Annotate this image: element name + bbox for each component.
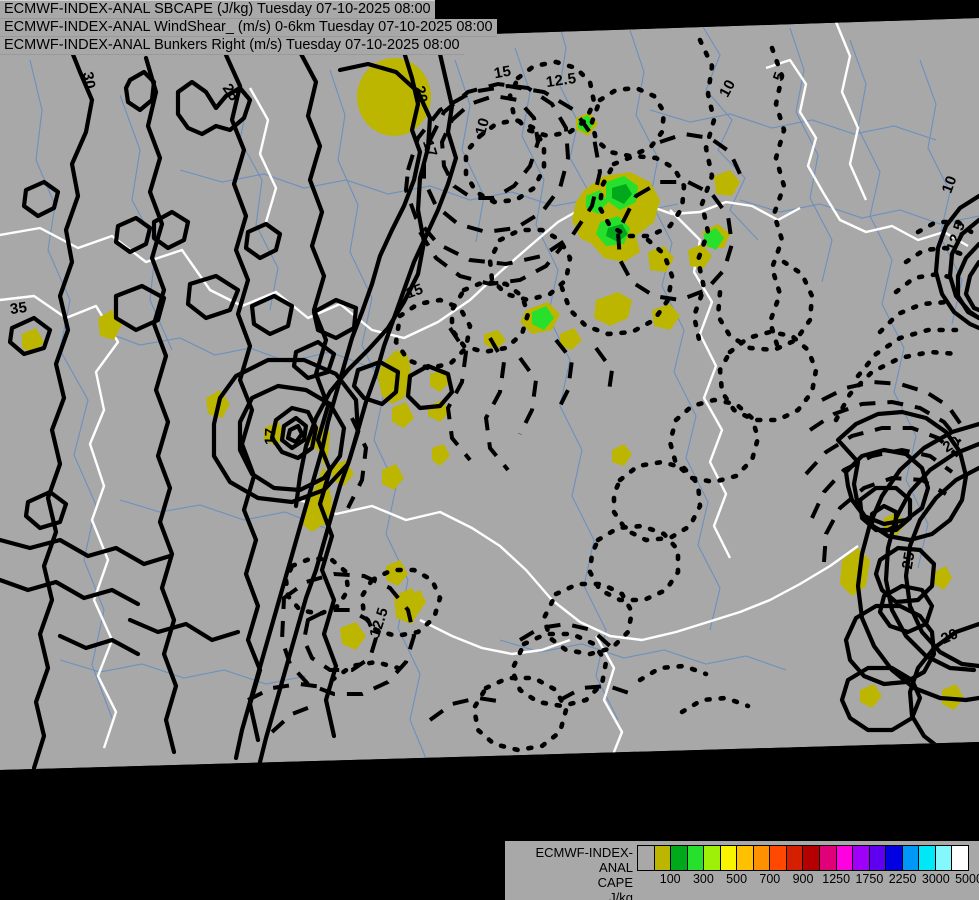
- legend-tick-1750: 1750: [855, 872, 884, 886]
- legend-model-label: ECMWF-INDEX-ANAL: [535, 845, 634, 875]
- legend-tick-2250: 2250: [888, 872, 917, 886]
- legend-tick-700: 700: [759, 872, 781, 886]
- legend-scale: 100 300 500 700 900 1250 1750 2250 3000 5000: [637, 841, 979, 890]
- legend-parameter-label: CAPE: [597, 875, 633, 890]
- legend-swatch-19[interactable]: [952, 846, 968, 870]
- bunkers-right-contour-layer: [247, 37, 977, 753]
- legend-swatch-11[interactable]: [820, 846, 837, 870]
- legend-swatch-16[interactable]: [902, 846, 920, 870]
- legend-swatch-18[interactable]: [935, 846, 953, 870]
- legend-swatch-0[interactable]: [638, 846, 655, 870]
- legend-tick-100: 100: [659, 872, 681, 886]
- legend-swatch-7[interactable]: [753, 846, 771, 870]
- legend-tick-300: 300: [692, 872, 714, 886]
- legend-swatch-12[interactable]: [836, 846, 854, 870]
- legend-tick-900: 900: [792, 872, 814, 886]
- legend-swatch-4[interactable]: [704, 846, 721, 870]
- legend-units-label: J/kg: [609, 890, 633, 900]
- legend-swatch-5[interactable]: [720, 846, 738, 870]
- windshear-contour-layer: [0, 49, 979, 770]
- legend-tick-5000: 5000: [955, 872, 979, 886]
- legend-tick-row: 100 300 500 700 900 1250 1750 2250 3000 5000: [637, 872, 979, 890]
- legend-swatch-row[interactable]: [637, 845, 969, 871]
- cape-colorbar-legend[interactable]: ECMWF-INDEX-ANAL CAPE J/kg 100 300 500 700 9…: [505, 841, 979, 900]
- legend-swatch-1[interactable]: [654, 846, 672, 870]
- legend-caption: ECMWF-INDEX-ANAL CAPE J/kg: [505, 841, 637, 900]
- legend-swatch-14[interactable]: [869, 846, 887, 870]
- legend-swatch-10[interactable]: [803, 846, 821, 870]
- legend-swatch-3[interactable]: [687, 846, 705, 870]
- legend-swatch-8[interactable]: [770, 846, 787, 870]
- legend-swatch-2[interactable]: [671, 846, 688, 870]
- legend-tick-3000: 3000: [921, 872, 950, 886]
- legend-swatch-13[interactable]: [853, 846, 870, 870]
- legend-swatch-17[interactable]: [919, 846, 936, 870]
- legend-tick-500: 500: [726, 872, 748, 886]
- legend-swatch-15[interactable]: [886, 846, 903, 870]
- legend-tick-1250: 1250: [822, 872, 851, 886]
- legend-swatch-9[interactable]: [786, 846, 804, 870]
- data-domain-area: [0, 18, 979, 770]
- legend-swatch-6[interactable]: [737, 846, 754, 870]
